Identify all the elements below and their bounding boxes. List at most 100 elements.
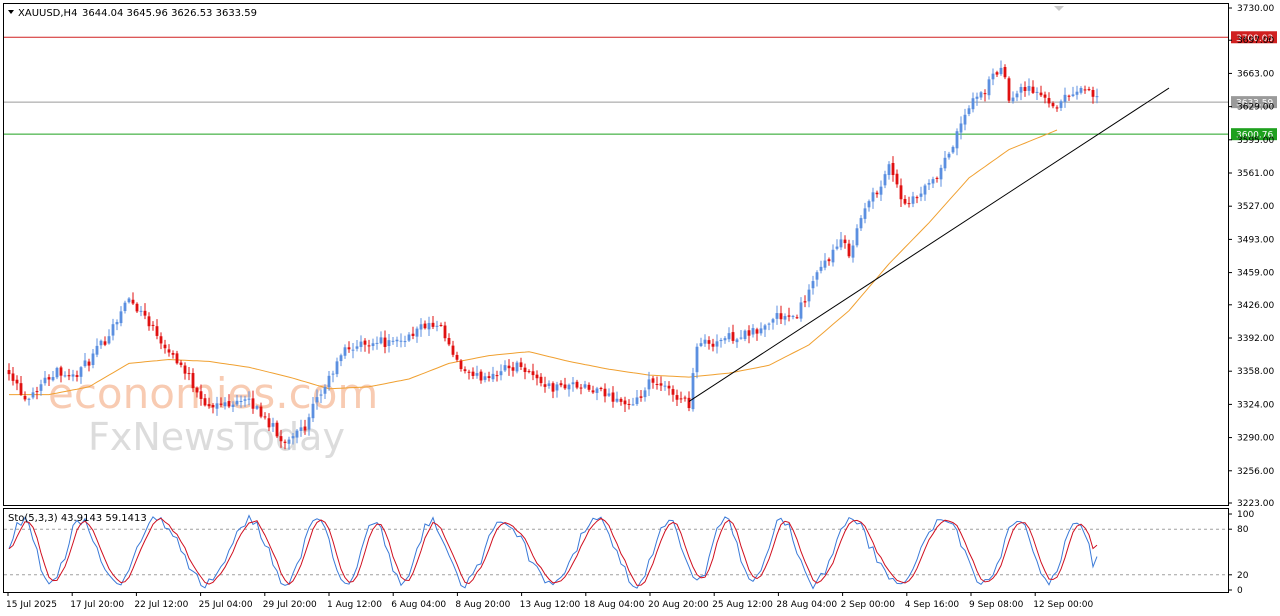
- candle-body[interactable]: [767, 323, 771, 325]
- candle-body[interactable]: [255, 406, 259, 409]
- candle-body[interactable]: [903, 198, 907, 204]
- candle-body[interactable]: [975, 96, 979, 99]
- candle-body[interactable]: [775, 313, 779, 319]
- candle-body[interactable]: [691, 373, 695, 410]
- candle-body[interactable]: [495, 375, 499, 377]
- candle-body[interactable]: [27, 398, 31, 400]
- candle-body[interactable]: [995, 72, 999, 75]
- candle-body[interactable]: [843, 239, 847, 244]
- candle-body[interactable]: [11, 373, 15, 381]
- candle-body[interactable]: [1051, 103, 1055, 107]
- candle-body[interactable]: [679, 398, 683, 400]
- candle-body[interactable]: [347, 347, 351, 350]
- candle-body[interactable]: [607, 393, 611, 396]
- candle-body[interactable]: [359, 341, 363, 347]
- candle-body[interactable]: [907, 203, 911, 205]
- candle-body[interactable]: [603, 388, 607, 397]
- candle-body[interactable]: [1055, 107, 1059, 109]
- candle-body[interactable]: [339, 355, 343, 362]
- candle-body[interactable]: [19, 383, 23, 395]
- candle-body[interactable]: [839, 239, 843, 248]
- candle-body[interactable]: [1047, 98, 1051, 104]
- candle-body[interactable]: [543, 384, 547, 387]
- candle-body[interactable]: [483, 376, 487, 380]
- stochastic-main-line[interactable]: [8, 514, 1098, 590]
- candle-body[interactable]: [751, 328, 755, 335]
- candle-body[interactable]: [963, 114, 967, 125]
- candle-body[interactable]: [799, 302, 803, 319]
- candle-body[interactable]: [47, 377, 51, 380]
- candle-body[interactable]: [187, 373, 191, 375]
- candle-body[interactable]: [247, 398, 251, 400]
- candle-body[interactable]: [591, 390, 595, 393]
- candle-body[interactable]: [783, 316, 787, 320]
- candle-body[interactable]: [183, 365, 187, 374]
- candle-body[interactable]: [1003, 67, 1007, 78]
- candle-body[interactable]: [731, 332, 735, 341]
- candle-body[interactable]: [631, 404, 635, 406]
- candle-body[interactable]: [1023, 87, 1027, 91]
- candle-body[interactable]: [1035, 91, 1039, 93]
- candle-body[interactable]: [863, 208, 867, 219]
- candle-body[interactable]: [987, 79, 991, 96]
- candle-body[interactable]: [259, 406, 263, 417]
- candle-body[interactable]: [439, 324, 443, 326]
- candle-body[interactable]: [1027, 85, 1031, 91]
- candle-body[interactable]: [883, 174, 887, 186]
- candle-body[interactable]: [663, 385, 667, 387]
- candle-body[interactable]: [1075, 91, 1079, 95]
- candle-body[interactable]: [167, 349, 171, 353]
- candle-body[interactable]: [383, 337, 387, 347]
- candle-body[interactable]: [535, 374, 539, 379]
- candle-body[interactable]: [939, 167, 943, 180]
- candle-body[interactable]: [267, 418, 271, 428]
- candle-body[interactable]: [1011, 97, 1015, 102]
- candle-body[interactable]: [31, 392, 35, 398]
- candle-body[interactable]: [1015, 93, 1019, 98]
- candle-body[interactable]: [1067, 95, 1071, 97]
- candle-body[interactable]: [1039, 92, 1043, 96]
- candle-body[interactable]: [503, 365, 507, 371]
- candle-body[interactable]: [1079, 88, 1083, 93]
- candle-body[interactable]: [335, 361, 339, 375]
- candle-body[interactable]: [999, 67, 1003, 75]
- candle-body[interactable]: [719, 339, 723, 342]
- candle-body[interactable]: [467, 371, 471, 373]
- candle-body[interactable]: [479, 371, 483, 381]
- candle-body[interactable]: [855, 228, 859, 246]
- candle-body[interactable]: [475, 373, 479, 376]
- candle-body[interactable]: [867, 201, 871, 208]
- candle-body[interactable]: [151, 324, 155, 326]
- candle-body[interactable]: [455, 354, 459, 360]
- candle-body[interactable]: [527, 371, 531, 373]
- candle-body[interactable]: [59, 367, 63, 376]
- candle-body[interactable]: [235, 400, 239, 405]
- candle-body[interactable]: [179, 362, 183, 365]
- candle-body[interactable]: [779, 313, 783, 320]
- candle-body[interactable]: [283, 441, 287, 443]
- candle-body[interactable]: [371, 343, 375, 347]
- candle-body[interactable]: [415, 328, 419, 337]
- candle-body[interactable]: [667, 385, 671, 389]
- candle-body[interactable]: [1063, 94, 1067, 102]
- candle-body[interactable]: [911, 196, 915, 204]
- candle-body[interactable]: [431, 322, 435, 327]
- candle-body[interactable]: [695, 346, 699, 373]
- candle-body[interactable]: [443, 325, 447, 339]
- candle-body[interactable]: [815, 272, 819, 280]
- candle-body[interactable]: [191, 373, 195, 389]
- candle-body[interactable]: [931, 179, 935, 184]
- candle-body[interactable]: [723, 338, 727, 341]
- candle-body[interactable]: [795, 317, 799, 319]
- candle-body[interactable]: [787, 315, 791, 317]
- candle-body[interactable]: [363, 340, 367, 345]
- stochastic-panel-frame[interactable]: [3, 508, 1229, 593]
- dropdown-triangle-icon[interactable]: [8, 10, 14, 14]
- candle-body[interactable]: [323, 386, 327, 394]
- candle-body[interactable]: [231, 404, 235, 408]
- candle-body[interactable]: [287, 439, 291, 444]
- candle-body[interactable]: [307, 417, 311, 430]
- candle-body[interactable]: [519, 362, 523, 367]
- candle-body[interactable]: [199, 391, 203, 399]
- candle-body[interactable]: [451, 345, 455, 355]
